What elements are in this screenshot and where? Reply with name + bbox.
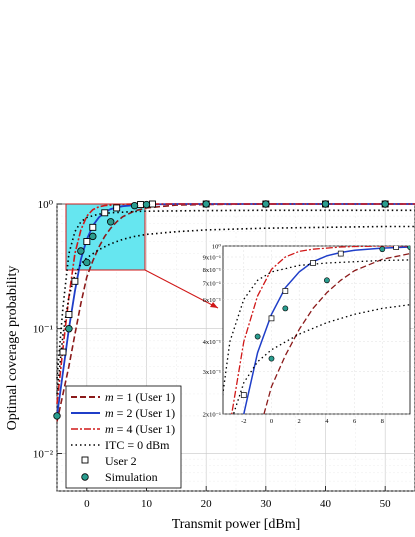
svg-text:m = 2 (User 1): m = 2 (User 1) bbox=[105, 406, 175, 420]
inset-user2-marker bbox=[393, 246, 399, 250]
inset-x-tick-label: 8 bbox=[381, 418, 384, 425]
legend-m1-label: = 1 (User 1) bbox=[114, 390, 175, 404]
user2-marker bbox=[83, 238, 91, 245]
x-tick-label: 30 bbox=[260, 498, 272, 510]
inset-y-tick-label: 4x10⁻¹ bbox=[203, 339, 221, 346]
inset-y-tick-label: 2x10⁻¹ bbox=[203, 412, 221, 419]
inset-x-tick-label: 0 bbox=[270, 418, 273, 425]
svg-text:Simulation: Simulation bbox=[105, 470, 158, 484]
user2-marker bbox=[113, 204, 121, 212]
legend-simulation-label: Simulation bbox=[105, 470, 158, 484]
legend-box bbox=[65, 385, 182, 489]
inset-user2-marker bbox=[240, 392, 247, 398]
user2-marker bbox=[65, 311, 73, 318]
inset-user2-marker bbox=[337, 250, 344, 257]
inset-user2-marker bbox=[310, 260, 316, 266]
legend-m4-label: = 4 (User 1) bbox=[114, 422, 175, 436]
y-tick-label: 10⁻¹ bbox=[33, 324, 53, 336]
user2-marker bbox=[101, 209, 109, 217]
legend-entry-m4: m = 4 (User 1) bbox=[71, 422, 175, 436]
simulation-marker bbox=[65, 325, 73, 333]
inset-y-tick-label: 7x10⁻¹ bbox=[203, 281, 221, 288]
x-tick-label: 10 bbox=[141, 498, 153, 510]
inset-x-tick-label: -2 bbox=[241, 418, 246, 425]
inset-series-line bbox=[232, 304, 410, 414]
user2-marker bbox=[59, 348, 67, 356]
inset-y-tick-label: 9x10⁻¹ bbox=[203, 254, 221, 261]
legend-m2-label: = 2 (User 1) bbox=[114, 406, 175, 420]
inset-frame bbox=[222, 245, 411, 415]
legend-user2-label: User 2 bbox=[105, 454, 137, 468]
simulation-marker bbox=[381, 200, 389, 208]
simulation-marker bbox=[77, 247, 85, 255]
inset-y-tick-label: 8x10⁻¹ bbox=[203, 267, 221, 274]
simulation-marker bbox=[53, 412, 61, 420]
zoom-arrow-head bbox=[210, 302, 218, 308]
main-y-ticks: 10⁻² 10⁻¹ 10⁰ bbox=[33, 199, 62, 460]
circle-marker-icon bbox=[81, 473, 89, 481]
legend-m1-prefix: m bbox=[105, 390, 114, 404]
legend-entry-m1: m = 1 (User 1) bbox=[71, 390, 175, 404]
x-tick-label: 0 bbox=[84, 498, 90, 510]
inset-series-line bbox=[263, 252, 410, 414]
simulation-marker bbox=[321, 200, 330, 208]
inset-series-line bbox=[242, 246, 410, 414]
inset-x-tick-label: 2 bbox=[298, 418, 301, 425]
svg-text:User 2: User 2 bbox=[105, 454, 137, 468]
simulation-marker bbox=[106, 218, 115, 226]
inset-y-tick-label: 10⁰ bbox=[212, 244, 222, 251]
inset-y-tick-label: 6x10⁻¹ bbox=[203, 297, 221, 304]
user2-marker bbox=[89, 223, 97, 231]
legend-m4-prefix: m bbox=[105, 422, 114, 436]
inset-y-ticks: 2x10⁻¹ 3x10⁻¹ 4x10⁻¹ 6x10⁻¹ 7x10⁻¹ 8x10⁻¹ 9x10… bbox=[203, 244, 222, 419]
y-tick-label: 10⁻² bbox=[33, 448, 54, 460]
simulation-marker bbox=[142, 200, 151, 209]
x-tick-label: 20 bbox=[201, 498, 213, 510]
inset-simulation-marker bbox=[379, 246, 386, 253]
x-tick-label: 40 bbox=[320, 498, 332, 510]
inset-user2-marker bbox=[282, 288, 289, 294]
x-tick-label: 50 bbox=[380, 498, 392, 510]
user2-marker bbox=[71, 277, 79, 285]
inset-user2-marker bbox=[268, 315, 275, 322]
y-tick-label: 10⁰ bbox=[38, 199, 54, 211]
main-markers bbox=[53, 200, 389, 420]
legend-itc-label: ITC = 0 dBm bbox=[105, 438, 170, 452]
legend-entry-itc: ITC = 0 dBm bbox=[71, 438, 170, 452]
inset-simulation-marker bbox=[323, 277, 330, 284]
main-x-ticks: 0 10 20 30 40 50 bbox=[84, 486, 391, 510]
inset-x-tick-label: 4 bbox=[325, 418, 329, 425]
inset-grid bbox=[223, 245, 410, 415]
inset-y-tick-label: 3x10⁻¹ bbox=[203, 369, 221, 376]
inset-simulation-marker bbox=[268, 355, 275, 362]
simulation-marker bbox=[262, 200, 270, 208]
legend-entry-simulation: Simulation bbox=[81, 470, 158, 484]
simulation-marker bbox=[83, 258, 91, 267]
legend-entry-user2: User 2 bbox=[81, 454, 137, 468]
y-axis-label: Optimal coverage probability bbox=[5, 266, 20, 431]
series-line bbox=[56, 209, 415, 379]
inset-x-ticks: -2 0 2 4 6 8 bbox=[241, 418, 384, 425]
inset-simulation-marker bbox=[282, 305, 289, 312]
inset-x-tick-label: 6 bbox=[353, 418, 357, 425]
user2-marker bbox=[149, 200, 156, 208]
x-axis-label: Transmit power [dBm] bbox=[172, 517, 301, 532]
zoom-arrow bbox=[144, 269, 219, 309]
user2-marker bbox=[137, 201, 144, 208]
legend-m2-prefix: m bbox=[105, 406, 114, 420]
inset-simulation-marker bbox=[407, 246, 410, 250]
square-marker-icon bbox=[81, 456, 89, 464]
inset-simulation-marker bbox=[254, 333, 261, 340]
inset-series bbox=[223, 246, 410, 414]
simulation-marker bbox=[89, 232, 97, 241]
svg-text:m = 1 (User 1): m = 1 (User 1) bbox=[105, 390, 175, 404]
legend-entry-m2: m = 2 (User 1) bbox=[71, 406, 175, 420]
svg-text:ITC = 0 dBm: ITC = 0 dBm bbox=[105, 438, 170, 452]
simulation-marker bbox=[202, 200, 210, 208]
inset-markers bbox=[240, 246, 410, 398]
simulation-marker bbox=[130, 201, 139, 210]
svg-text:m = 4 (User 1): m = 4 (User 1) bbox=[105, 422, 175, 436]
